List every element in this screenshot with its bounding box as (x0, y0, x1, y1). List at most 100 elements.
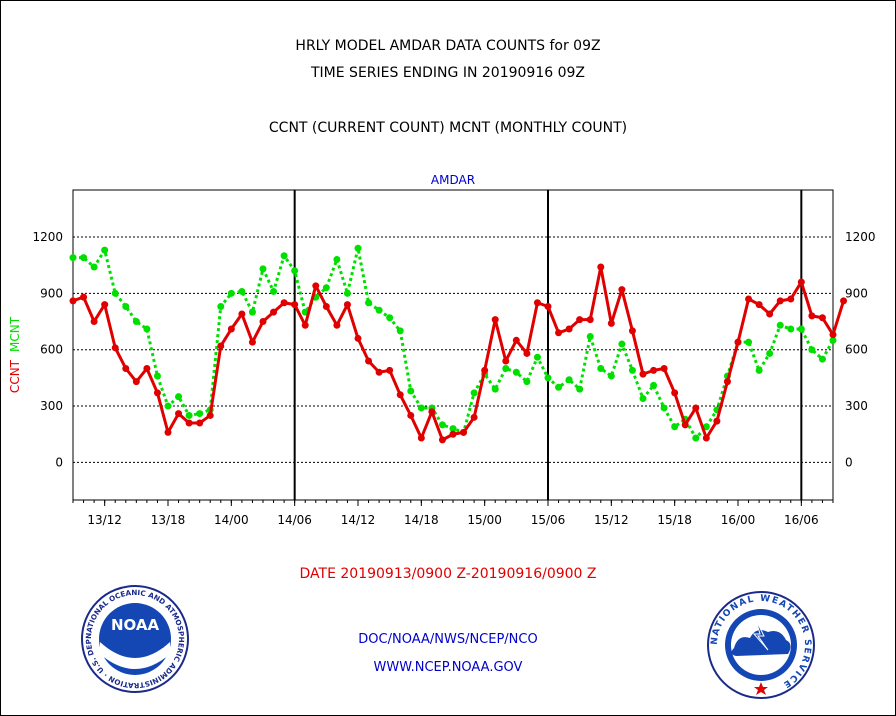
point-mcnt (607, 372, 615, 380)
xtick-label-14-00: 14/00 (214, 513, 249, 527)
point-mcnt (175, 393, 183, 401)
ytick-right-900: 900 (845, 286, 868, 300)
point-mcnt (217, 302, 225, 310)
point-ccnt (797, 278, 805, 286)
xtick-label-14-18: 14/18 (404, 513, 439, 527)
point-ccnt (248, 338, 256, 346)
point-mcnt (227, 289, 235, 297)
point-ccnt (555, 329, 563, 337)
noaa-logo: NATIONAL OCEANIC AND ATMOSPHERIC ADMINIS… (80, 584, 189, 693)
header-legend-line: CCNT (CURRENT COUNT) MCNT (MONTHLY COUNT… (268, 120, 628, 136)
point-ccnt (386, 366, 394, 374)
point-mcnt (745, 338, 753, 346)
xtick-label-16-00: 16/00 (721, 513, 756, 527)
point-mcnt (196, 410, 204, 418)
point-mcnt (660, 404, 668, 412)
xtick-label-15-06: 15/06 (531, 513, 566, 527)
point-ccnt (143, 364, 151, 372)
date-range-label: DATE 20190913/0900 Z-20190916/0900 Z (299, 566, 597, 582)
point-mcnt (628, 366, 636, 374)
point-ccnt (122, 364, 130, 372)
point-mcnt (650, 381, 658, 389)
point-ccnt (227, 325, 235, 333)
point-ccnt (692, 404, 700, 412)
point-ccnt (544, 302, 552, 310)
point-ccnt (491, 316, 499, 324)
point-mcnt (766, 349, 774, 357)
point-mcnt (565, 376, 573, 384)
xtick-label-15-00: 15/00 (467, 513, 502, 527)
ytick-right-300: 300 (845, 399, 868, 413)
point-ccnt (808, 312, 816, 320)
point-mcnt (797, 325, 805, 333)
point-ccnt (671, 389, 679, 397)
point-ccnt (818, 314, 826, 322)
point-ccnt (745, 295, 753, 303)
point-ccnt (523, 349, 531, 357)
ytick-left-1200: 1200 (32, 230, 63, 244)
point-ccnt (428, 408, 436, 416)
point-mcnt (702, 423, 710, 431)
point-ccnt (723, 378, 731, 386)
point-mcnt (80, 254, 88, 262)
point-mcnt (122, 302, 130, 310)
header-title-line1: HRLY MODEL AMDAR DATA COUNTS for 09Z (295, 38, 601, 54)
point-mcnt (343, 289, 351, 297)
ytick-left-300: 300 (40, 399, 63, 413)
point-mcnt (555, 383, 563, 391)
point-mcnt (692, 434, 700, 442)
point-ccnt (206, 411, 214, 419)
plot-frame (72, 189, 834, 501)
point-mcnt (576, 385, 584, 393)
ytick-right-1200: 1200 (845, 230, 876, 244)
point-ccnt (217, 342, 225, 350)
point-mcnt (365, 299, 373, 307)
point-mcnt (818, 355, 826, 363)
point-mcnt (248, 308, 256, 316)
point-ccnt (660, 364, 668, 372)
point-ccnt (153, 389, 161, 397)
point-mcnt (776, 321, 784, 329)
header-title-line2: TIME SERIES ENDING IN 20190916 09Z (311, 65, 585, 81)
point-ccnt (829, 331, 837, 339)
point-ccnt (301, 321, 309, 329)
point-mcnt (238, 287, 246, 295)
point-ccnt (607, 319, 615, 327)
point-ccnt (755, 301, 763, 309)
point-mcnt (291, 267, 299, 275)
point-ccnt (586, 316, 594, 324)
point-mcnt (333, 256, 341, 264)
point-mcnt (597, 364, 605, 372)
point-mcnt (491, 385, 499, 393)
point-mcnt (502, 364, 510, 372)
point-mcnt (523, 378, 531, 386)
point-mcnt (449, 425, 457, 433)
ytick-right-0: 0 (845, 455, 853, 469)
y-axis-label-mcnt: MCNT (8, 316, 22, 352)
point-ccnt (460, 428, 468, 436)
point-ccnt (766, 310, 774, 318)
point-mcnt (586, 333, 594, 341)
point-mcnt (90, 263, 98, 271)
point-ccnt (132, 378, 140, 386)
point-ccnt (270, 308, 278, 316)
xtick-label-15-12: 15/12 (594, 513, 629, 527)
point-ccnt (396, 391, 404, 399)
point-mcnt (111, 289, 119, 297)
point-mcnt (533, 353, 541, 361)
point-ccnt (470, 413, 478, 421)
point-ccnt (597, 263, 605, 271)
point-mcnt (354, 244, 362, 252)
point-mcnt (544, 374, 552, 382)
point-mcnt (808, 346, 816, 354)
point-ccnt (101, 301, 109, 309)
point-mcnt (270, 287, 278, 295)
point-mcnt (417, 404, 425, 412)
point-ccnt (175, 410, 183, 418)
point-mcnt (386, 314, 394, 322)
point-ccnt (512, 336, 520, 344)
point-ccnt (776, 297, 784, 305)
point-mcnt (101, 246, 109, 254)
point-mcnt (375, 306, 383, 314)
point-ccnt (375, 368, 383, 376)
